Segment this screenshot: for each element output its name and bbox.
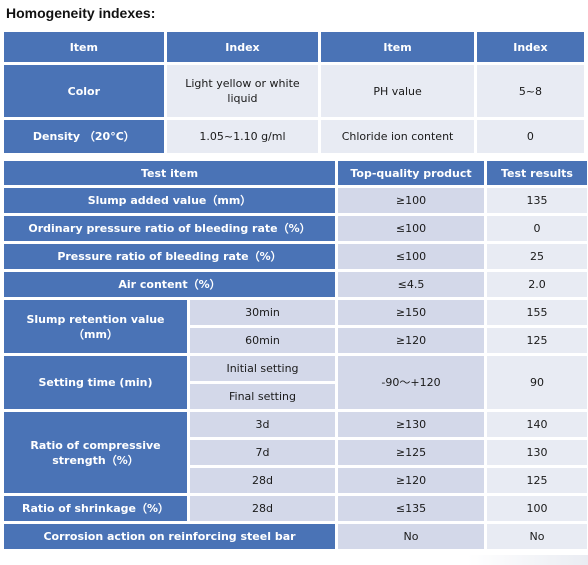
page-title: Homogeneity indexes: [6,5,156,21]
table-header-row: Test item Top-quality product Test resul… [4,161,587,185]
spec-value: ≥100 [338,188,484,213]
table-row: Ratio of shrinkage（%） 28d ≤135 100 [4,496,587,521]
table-row: Ordinary pressure ratio of bleeding rate… [4,216,587,241]
row-label: Slump retention value（mm） [4,300,187,353]
result-value: 130 [487,440,587,465]
table-row: Final setting [4,384,587,409]
spec-value: ≤100 [338,216,484,241]
cell-value: 5~8 [476,65,584,117]
spec-value: -90～+120 [338,356,484,409]
table-row: 28d ≥120 125 [4,468,587,493]
result-value: 90 [487,356,587,409]
sub-label: 60min [190,328,335,353]
result-value: 140 [487,412,587,437]
spec-value: ≤4.5 [338,272,484,297]
table-row: Density （20°C） 1.05~1.10 g/ml Chloride i… [4,120,584,153]
row-label: Color [4,65,164,117]
spec-value: No [338,524,484,549]
table-header-row: Item Index Item Index [4,32,584,62]
column-header: Item [4,32,164,62]
result-value: 135 [487,188,587,213]
column-header: Item [321,32,474,62]
sub-label: 3d [190,412,335,437]
sub-label: Initial setting [190,356,335,381]
spec-value: ≤135 [338,496,484,521]
row-label: Pressure ratio of bleeding rate（%） [4,244,335,269]
column-header: Test item [4,161,335,185]
sub-label: Final setting [190,384,335,409]
watermark-strip [468,555,588,565]
row-label: Air content（%） [4,272,335,297]
spec-value: ≥125 [338,440,484,465]
row-label: Density （20°C） [4,120,164,153]
row-label: Ordinary pressure ratio of bleeding rate… [4,216,335,241]
result-value: 0 [487,216,587,241]
table-row: Corrosion action on reinforcing steel ba… [4,524,587,549]
column-header: Index [166,32,319,62]
table-row: Ratio of compressive strength（%） 3d ≥130… [4,412,587,493]
column-header: Test results [487,161,587,185]
sub-label: 28d [190,496,335,521]
result-value: 2.0 [487,272,587,297]
table-row: Slump retention value（mm） 30min ≥150 155 [4,300,587,353]
spec-value: ≥120 [338,328,484,353]
table-row: 7d ≥125 130 [4,440,587,465]
spec-value: ≤100 [338,244,484,269]
row-label: Slump added value（mm） [4,188,335,213]
cell-value: Light yellow or white liquid [166,65,319,117]
cell-value: 0 [476,120,584,153]
row-label: Setting time (min) [4,356,187,409]
basic-properties-table: Item Index Item Index Color Light yellow… [1,29,587,156]
column-header: Top-quality product [338,161,484,185]
cell-value: Chloride ion content [321,120,474,153]
spec-value: ≥120 [338,468,484,493]
sub-label: 7d [190,440,335,465]
result-value: 125 [487,328,587,353]
row-label: Corrosion action on reinforcing steel ba… [4,524,335,549]
table-row: Setting time (min) Initial setting -90～+… [4,356,587,409]
table-row: Color Light yellow or white liquid PH va… [4,65,584,117]
table-row: Air content（%） ≤4.5 2.0 [4,272,587,297]
spec-value: ≥150 [338,300,484,325]
cell-value: PH value [321,65,474,117]
column-header: Index [476,32,584,62]
result-value: 125 [487,468,587,493]
row-label: Ratio of shrinkage（%） [4,496,187,521]
result-value: 100 [487,496,587,521]
table-row: 60min ≥120 125 [4,328,587,353]
table-row: Pressure ratio of bleeding rate（%） ≤100 … [4,244,587,269]
result-value: 25 [487,244,587,269]
sub-label: 30min [190,300,335,325]
table-row: Slump added value（mm） ≥100 135 [4,188,587,213]
result-value: No [487,524,587,549]
sub-label: 28d [190,468,335,493]
cell-value: 1.05~1.10 g/ml [166,120,319,153]
performance-test-table: Test item Top-quality product Test resul… [1,158,588,552]
result-value: 155 [487,300,587,325]
spec-value: ≥130 [338,412,484,437]
row-label: Ratio of compressive strength（%） [4,412,187,493]
